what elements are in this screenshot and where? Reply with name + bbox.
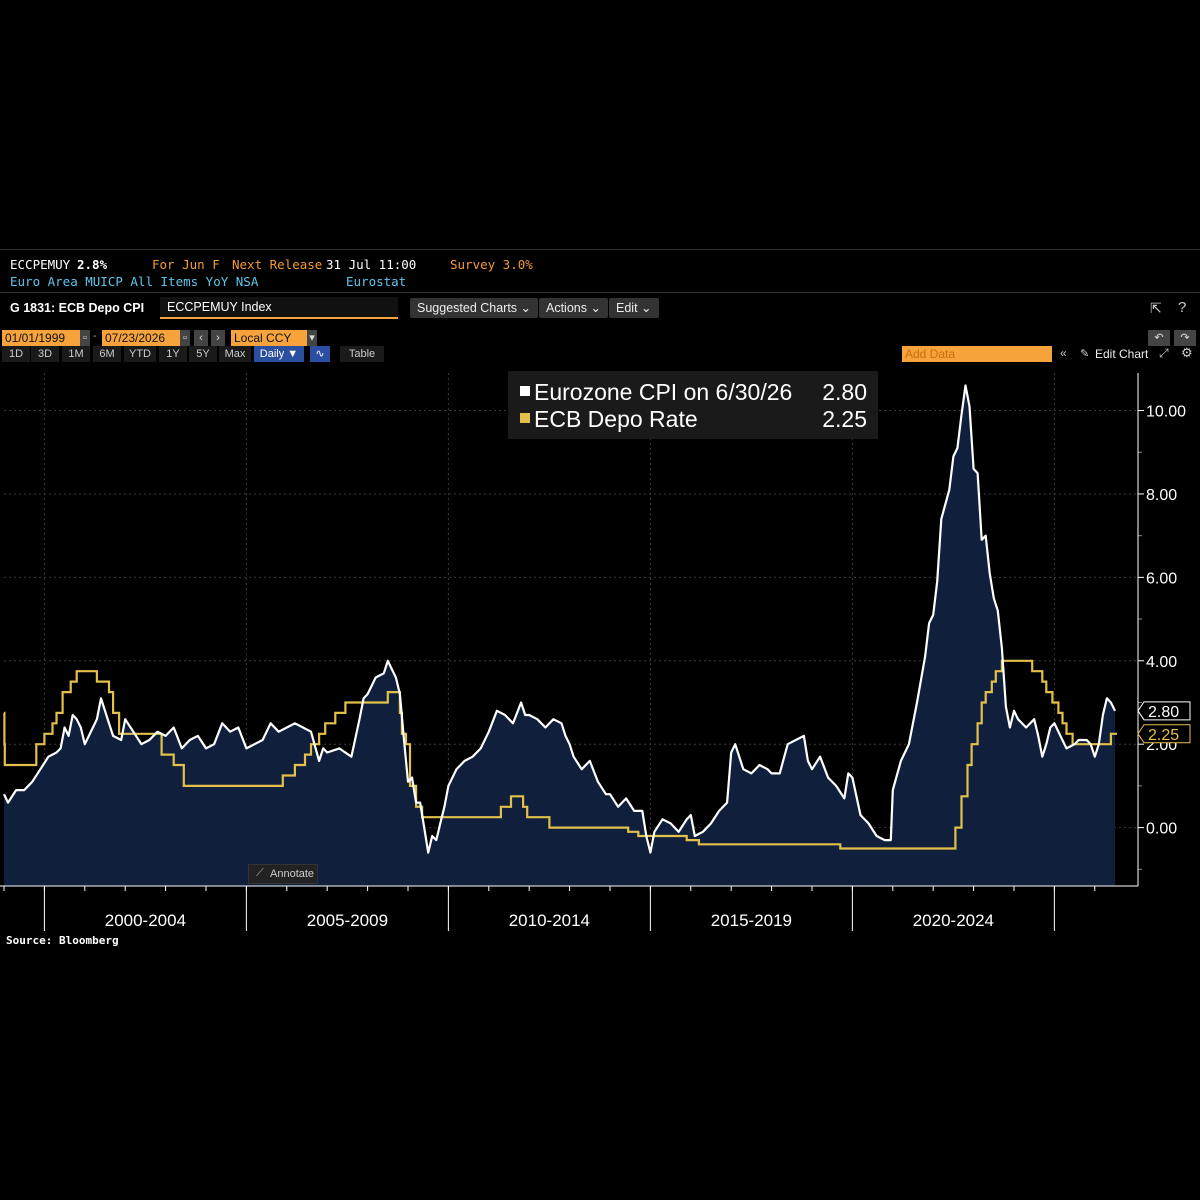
- depo-last-value-tag-text: 2.25: [1148, 727, 1179, 744]
- date-separator-icon: -: [93, 330, 97, 342]
- x-band-label: 2020-2024: [913, 911, 994, 930]
- currency-select[interactable]: Local CCY: [231, 330, 309, 346]
- period-tab-1m[interactable]: 1M: [62, 346, 90, 362]
- depo-rate-line: [3, 659, 1117, 850]
- pencil-icon: ✎: [1080, 348, 1090, 360]
- period-tab-ytd[interactable]: YTD: [124, 346, 156, 362]
- x-band-label: 2015-2019: [711, 911, 792, 930]
- next-release-label: Next Release: [232, 257, 323, 272]
- source-label: Source: Bloomberg: [6, 934, 119, 947]
- table-tab[interactable]: Table: [340, 346, 384, 362]
- calendar-icon[interactable]: ▫: [180, 330, 190, 346]
- end-date-field[interactable]: 07/23/2026: [102, 330, 182, 346]
- period-tab-5y[interactable]: 5Y: [189, 346, 217, 362]
- cpi-last-value-tag-text: 2.80: [1148, 704, 1179, 721]
- annotate-button[interactable]: ⟋ Annotate: [248, 864, 318, 884]
- legend-swatch: [520, 413, 530, 423]
- legend-box: [508, 371, 878, 439]
- legend-series-name: Eurozone CPI on 6/30/26: [534, 379, 792, 405]
- period-tab-1d[interactable]: 1D: [2, 346, 30, 362]
- security-header: ECCPEMUY 2.8% For Jun F Next Release 31 …: [0, 249, 1200, 293]
- add-data-input[interactable]: Add Data: [902, 346, 1052, 362]
- legend-series-name: ECB Depo Rate: [534, 406, 698, 432]
- cpi-line: [3, 384, 1116, 854]
- next-release-time: 31 Jul 11:00: [326, 257, 417, 272]
- chevron-down-icon: ⌄: [641, 301, 652, 315]
- edit-label: Edit: [616, 301, 638, 315]
- period-tab-1y[interactable]: 1Y: [159, 346, 187, 362]
- survey-value: Survey 3.0%: [450, 257, 533, 272]
- security-description: Euro Area MUICP All Items YoY NSA: [10, 274, 259, 289]
- x-band-label: 2010-2014: [509, 911, 590, 930]
- suggested-charts-label: Suggested Charts: [417, 301, 518, 315]
- legend-swatch: [520, 386, 530, 396]
- start-date-text: 01/01/1999: [5, 331, 66, 345]
- export-icon[interactable]: ⇱: [1150, 300, 1162, 316]
- add-data-placeholder: Add Data: [905, 347, 956, 361]
- chart-toolbar: G 1831: ECB Depo CPI ECCPEMUY Index Sugg…: [0, 292, 1200, 326]
- depo-last-value-tag-box: [1137, 724, 1191, 744]
- period-label: For Jun F: [152, 257, 220, 272]
- chevron-down-icon: ⌄: [520, 301, 532, 315]
- cpi-last-value-tag-box: [1137, 701, 1191, 721]
- legend-series-value: 2.25: [822, 406, 867, 432]
- chevron-left-icon[interactable]: ‹: [194, 330, 208, 346]
- period-tab-3d[interactable]: 3D: [31, 346, 59, 362]
- actions-label: Actions: [546, 301, 587, 315]
- undo-icon[interactable]: ↶: [1148, 330, 1170, 346]
- y-tick-label: 4.00: [1146, 654, 1177, 671]
- date-toolbar: 01/01/1999 ▫ - 07/23/2026 ▫ ‹ › Local CC…: [0, 328, 1200, 364]
- gear-icon[interactable]: ⚙: [1181, 345, 1193, 360]
- edit-chart-button[interactable]: Edit Chart: [1095, 347, 1149, 361]
- chevron-down-icon[interactable]: ▾: [307, 330, 317, 346]
- cpi-area: [4, 385, 1115, 886]
- end-date-text: 07/23/2026: [105, 331, 166, 345]
- source-name: Eurostat: [346, 274, 407, 289]
- depo-last-value-tag: 2.25: [1137, 724, 1191, 744]
- last-value: 2.8%: [77, 257, 108, 272]
- collapse-icon[interactable]: «: [1060, 346, 1067, 360]
- chevron-right-icon[interactable]: ›: [211, 330, 225, 346]
- redo-icon[interactable]: ↷: [1174, 330, 1196, 346]
- y-tick-label: 8.00: [1146, 487, 1177, 504]
- cpi-last-value-tag: 2.80: [1137, 701, 1191, 721]
- security-input-text: ECCPEMUY Index: [167, 300, 272, 314]
- chevron-down-icon: ⌄: [590, 301, 601, 315]
- period-tab-max[interactable]: Max: [219, 346, 251, 362]
- currency-text: Local CCY: [234, 331, 292, 345]
- ticker: ECCPEMUY: [10, 257, 71, 272]
- edit-button[interactable]: Edit ⌄: [609, 298, 659, 318]
- pencil-icon: ⟋: [256, 867, 264, 879]
- start-date-field[interactable]: 01/01/1999: [2, 330, 82, 346]
- annotate-label: Annotate: [270, 868, 315, 880]
- frequency-select[interactable]: Daily ▼: [254, 346, 304, 362]
- y-tick-label: 10.00: [1146, 404, 1186, 421]
- actions-button[interactable]: Actions ⌄: [539, 298, 608, 318]
- calendar-icon[interactable]: ▫: [80, 330, 90, 346]
- legend-series-value: 2.80: [822, 379, 867, 405]
- x-band-label: 2005-2009: [307, 911, 388, 930]
- suggested-charts-button[interactable]: Suggested Charts ⌄: [410, 298, 539, 318]
- y-tick-label: 6.00: [1146, 570, 1177, 587]
- draw-icon[interactable]: ⤢: [1159, 346, 1169, 360]
- line-chart-icon[interactable]: ∿: [310, 346, 330, 362]
- y-tick-label: 0.00: [1146, 821, 1177, 838]
- help-icon[interactable]: ?: [1178, 299, 1187, 316]
- chart-id: G 1831: ECB Depo CPI: [10, 301, 145, 315]
- period-tab-6m[interactable]: 6M: [93, 346, 121, 362]
- security-input[interactable]: ECCPEMUY Index: [160, 297, 398, 319]
- x-band-label: 2000-2004: [105, 911, 186, 930]
